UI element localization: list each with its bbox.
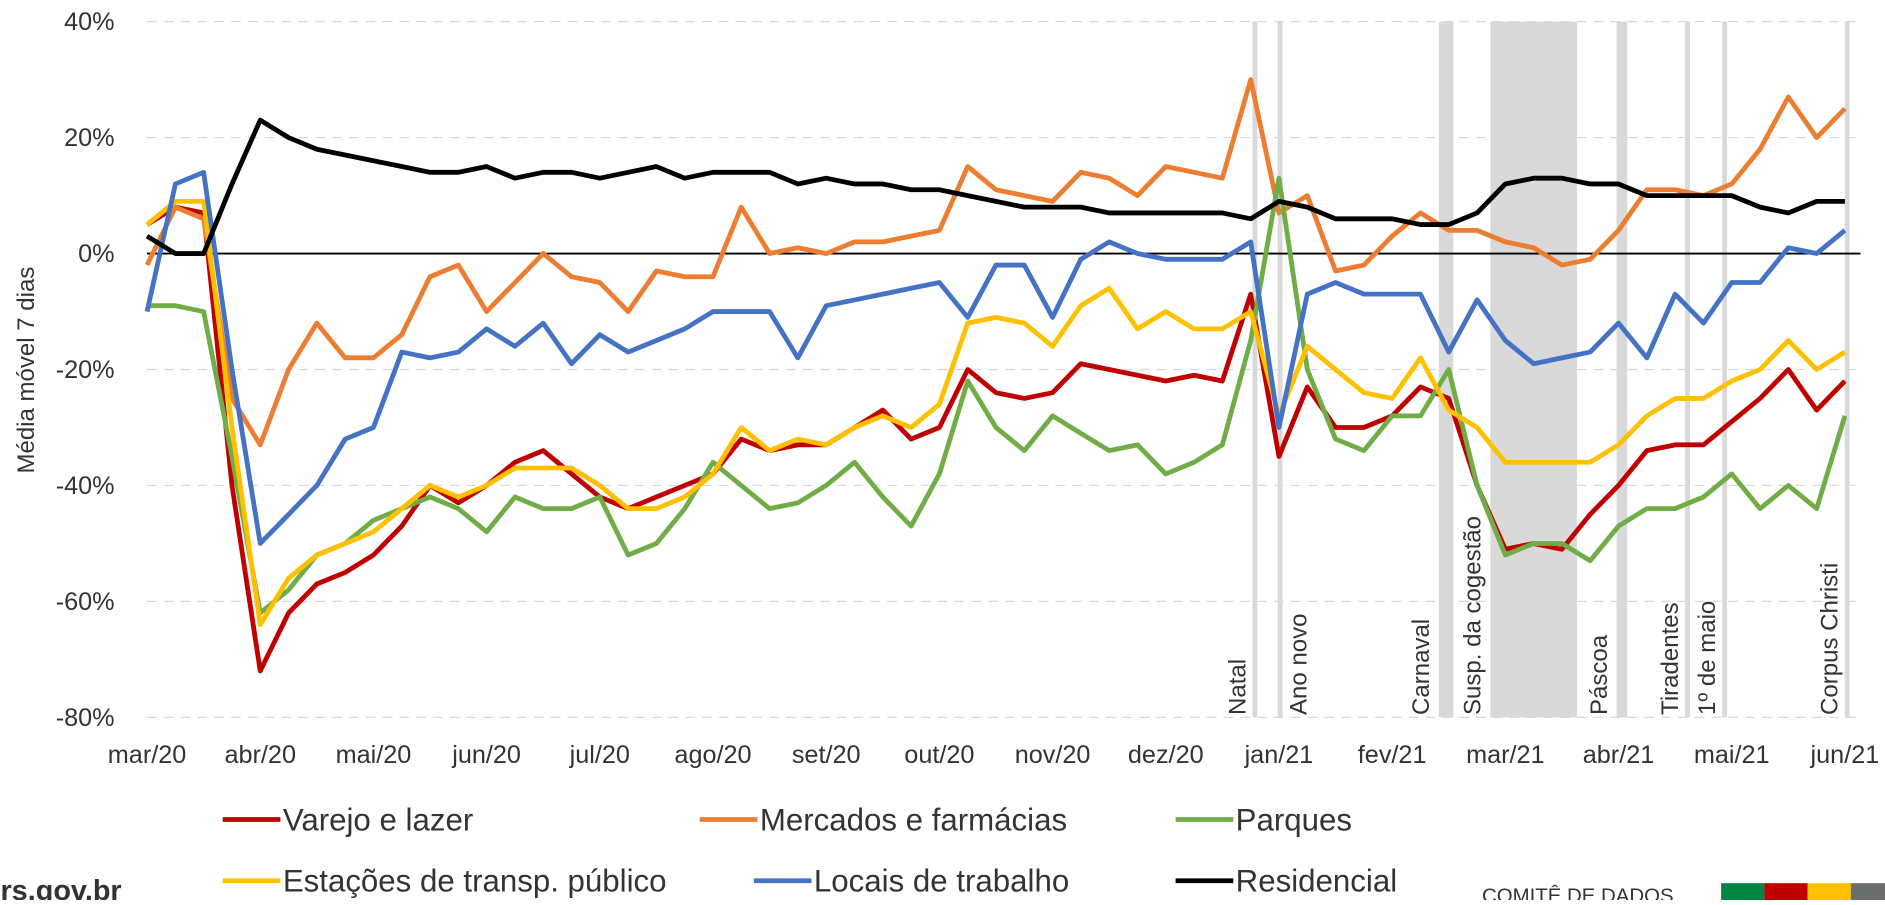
event-label: Natal [1224, 659, 1251, 715]
event-label: Carnaval [1408, 619, 1435, 715]
y-tick-label: -40% [56, 472, 115, 500]
y-tick-label: 0% [78, 240, 114, 268]
series-line [145, 198, 1847, 627]
event-label: 1º de maio [1694, 601, 1721, 715]
x-tick-label: fev/21 [1358, 741, 1427, 769]
event-band [1722, 21, 1728, 718]
x-tick-label: mai/21 [1694, 741, 1770, 769]
y-tick-label: 20% [64, 124, 114, 152]
footer-color-block [1850, 883, 1885, 905]
series-line [144, 77, 1847, 448]
x-tick-label: set/20 [792, 741, 861, 769]
x-tick-label: ago/20 [674, 741, 751, 769]
footer-color-block [1764, 883, 1808, 905]
legend-label: Parques [1236, 802, 1352, 837]
event-band [1616, 21, 1628, 718]
legend-label: Estações de transp. público [283, 864, 667, 899]
event-label: Tiradentes [1657, 602, 1684, 715]
x-tick-label: mai/20 [336, 741, 412, 769]
footer-site: rs.gov.br [0, 875, 121, 900]
x-tick-label: jan/21 [1244, 741, 1314, 769]
x-tick-label: jun/20 [451, 741, 521, 769]
y-axis-label: Média móvel 7 dias [13, 267, 40, 474]
footer-color-block [1807, 883, 1851, 905]
series-line [145, 117, 1845, 256]
series-line [147, 175, 1848, 616]
x-tick-label: dez/20 [1128, 741, 1204, 769]
x-tick-label: out/20 [904, 741, 974, 769]
footer-color-block [1721, 883, 1765, 905]
legend-label: Mercados e farmácias [760, 802, 1067, 837]
event-band [1252, 21, 1258, 718]
event-band [1685, 21, 1690, 718]
y-tick-label: 40% [64, 8, 114, 36]
series-line [144, 169, 1847, 546]
y-tick-label: -80% [56, 704, 115, 732]
event-label: Susp. da cogestão [1460, 516, 1487, 715]
event-label: Páscoa [1586, 634, 1613, 715]
x-tick-label: jun/21 [1810, 741, 1880, 769]
event-label: Ano novo [1286, 613, 1313, 714]
x-tick-label: abr/21 [1583, 741, 1655, 769]
y-tick-label: -20% [56, 356, 115, 384]
background-layer [147, 21, 1861, 718]
legend-label: Residencial [1236, 864, 1397, 899]
event-label: Corpus Christi [1817, 563, 1844, 715]
legend-label: Locais de trabalho [814, 864, 1069, 899]
x-tick-label: mar/20 [108, 741, 187, 769]
legend-label: Varejo e lazer [283, 802, 473, 837]
y-tick-label: -60% [56, 588, 115, 616]
x-tick-label: nov/20 [1015, 741, 1091, 769]
x-tick-label: abr/20 [224, 741, 296, 769]
x-tick-label: mar/21 [1466, 741, 1545, 769]
footer-org: COMITÊ DE DADOS [1482, 884, 1674, 900]
x-tick-label: jul/20 [569, 741, 630, 769]
